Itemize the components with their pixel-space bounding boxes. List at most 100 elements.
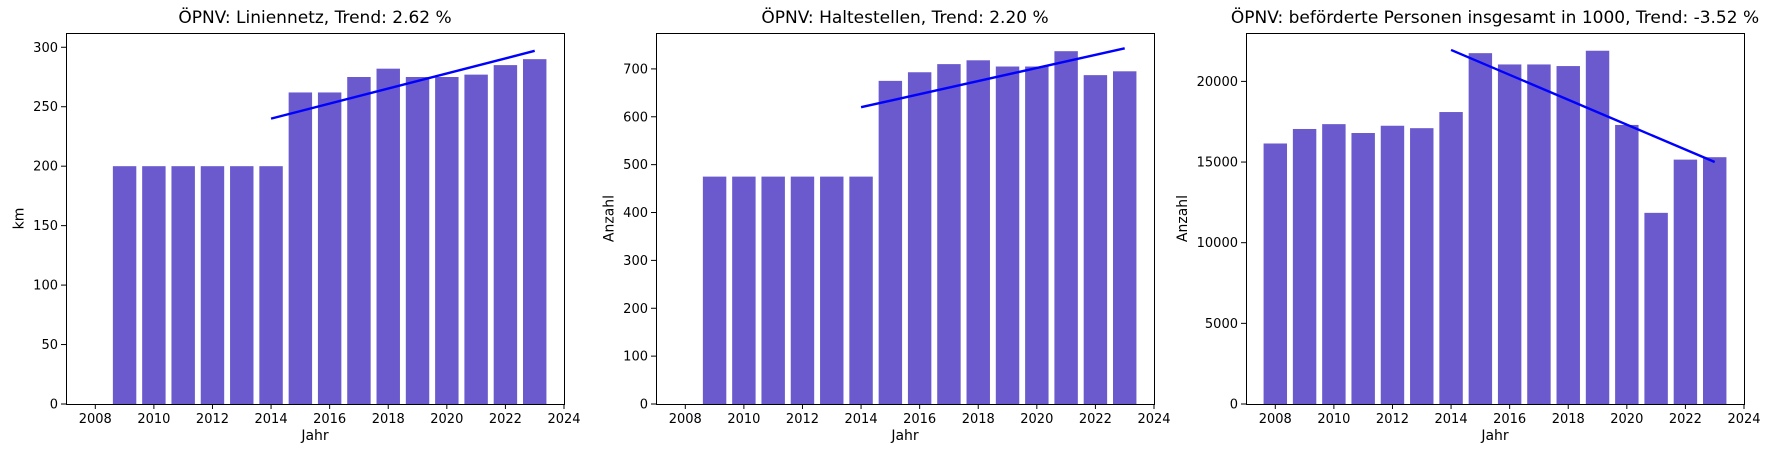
x-tick-label: 2018 — [372, 412, 405, 427]
bar-2023 — [1112, 71, 1137, 405]
x-tick-label: 2024 — [1137, 412, 1170, 427]
bar-2019 — [1585, 50, 1610, 405]
y-tick-label: 100 — [623, 350, 648, 365]
x-tick-label: 2010 — [727, 412, 760, 427]
bar-2011 — [171, 166, 195, 404]
bar-2009 — [1292, 128, 1317, 405]
y-tick-label: 0 — [1230, 398, 1238, 413]
bar-2021 — [464, 74, 488, 405]
bar-2011 — [761, 176, 785, 404]
plot-frame — [66, 33, 565, 405]
x-tick-label: 2008 — [1259, 412, 1292, 427]
bar-2016 — [907, 72, 932, 404]
bar-2022 — [1083, 75, 1108, 404]
bar-2020 — [1615, 124, 1639, 404]
bar-2017 — [347, 77, 371, 404]
x-tick-label: 2016 — [1493, 412, 1526, 427]
bar-2021 — [1054, 51, 1078, 404]
bar-2020 — [435, 77, 459, 404]
y-tick-label: 10000 — [1197, 236, 1238, 251]
bar-2018 — [1556, 66, 1580, 404]
bars — [702, 51, 1137, 405]
bar-2018 — [966, 60, 990, 404]
x-tick-label: 2012 — [1376, 412, 1409, 427]
y-tick-label: 200 — [33, 160, 58, 175]
x-tick-label: 2022 — [1079, 412, 1112, 427]
bar-2014 — [1439, 112, 1463, 404]
bar-2013 — [1410, 128, 1434, 405]
chart-title: ÖPNV: Haltestellen, Trend: 2.20 % — [761, 6, 1048, 28]
y-axis-label: km — [11, 208, 27, 230]
y-tick-label: 15000 — [1197, 156, 1238, 171]
y-tick-label: 300 — [33, 41, 58, 56]
x-tick-label: 2022 — [489, 412, 522, 427]
bar-2023 — [522, 59, 547, 404]
chart-panel-1: 2008 2010 2012 2014 2016 2018 2020 2022 2024 0 50 1… — [11, 6, 580, 444]
bar-2009 — [702, 176, 727, 404]
bar-2016 — [317, 92, 342, 405]
y-tick-label: 0 — [50, 398, 58, 413]
bar-2014 — [259, 166, 283, 404]
bar-2015 — [1468, 53, 1493, 404]
x-tick-label: 2020 — [1610, 412, 1643, 427]
bar-2015 — [288, 92, 313, 405]
bars — [1263, 50, 1727, 405]
x-tick-label: 2020 — [1020, 412, 1053, 427]
y-axis-label: Anzahl — [1175, 195, 1191, 242]
y-tick-label: 250 — [33, 100, 58, 115]
x-axis-label: Jahr — [300, 428, 329, 444]
bar-2023 — [1702, 157, 1727, 404]
bar-2017 — [937, 64, 961, 405]
x-tick-label: 2010 — [1317, 412, 1350, 427]
bar-2012 — [1380, 125, 1405, 404]
bar-2016 — [1497, 64, 1522, 404]
x-tick-label: 2020 — [430, 412, 463, 427]
bar-2013 — [820, 176, 844, 404]
bar-2010 — [1322, 124, 1346, 404]
chart-panel-3: 2008 2010 2012 2014 2016 2018 2020 2022 2024 0 500… — [1175, 6, 1761, 444]
x-tick-label: 2014 — [1435, 412, 1468, 427]
bar-2012 — [200, 166, 225, 404]
y-tick-label: 200 — [623, 302, 648, 317]
y-tick-label: 20000 — [1197, 75, 1238, 90]
chart-panel-2: 2008 2010 2012 2014 2016 2018 2020 2022 2024 0 100… — [601, 6, 1170, 444]
x-tick-label: 2008 — [79, 412, 112, 427]
x-tick-label: 2018 — [1552, 412, 1585, 427]
bar-2014 — [849, 176, 873, 404]
trend-line — [1450, 48, 1716, 164]
x-tick-label: 2010 — [137, 412, 170, 427]
x-tick-label: 2012 — [786, 412, 819, 427]
x-tick-label: 2008 — [669, 412, 702, 427]
bar-2012 — [790, 176, 815, 404]
x-tick-label: 2018 — [962, 412, 995, 427]
bar-2021 — [1644, 212, 1668, 404]
bar-2019 — [995, 66, 1020, 404]
x-tick-label: 2022 — [1669, 412, 1702, 427]
y-tick-label: 300 — [623, 254, 648, 269]
y-tick-label: 600 — [623, 110, 648, 125]
bar-2018 — [376, 68, 400, 405]
bar-2013 — [230, 166, 254, 404]
bar-2011 — [1351, 133, 1375, 404]
bar-2015 — [878, 80, 903, 405]
y-tick-label: 700 — [623, 62, 648, 77]
y-tick-label: 50 — [41, 338, 58, 353]
chart-title: ÖPNV: Liniennetz, Trend: 2.62 % — [178, 6, 451, 28]
y-tick-label: 400 — [623, 206, 648, 221]
trend-line — [270, 49, 536, 120]
bar-2022 — [1673, 159, 1698, 404]
bar-2010 — [142, 166, 166, 404]
y-tick-label: 100 — [33, 279, 58, 294]
bar-2009 — [112, 166, 137, 404]
x-tick-label: 2014 — [255, 412, 288, 427]
y-tick-label: 0 — [640, 398, 648, 413]
bar-2008 — [1263, 143, 1288, 405]
y-tick-label: 5000 — [1205, 317, 1238, 332]
bars — [112, 59, 547, 405]
plot-frame — [1246, 33, 1745, 405]
bar-2020 — [1025, 66, 1049, 404]
x-tick-label: 2024 — [547, 412, 580, 427]
x-axis-label: Jahr — [1480, 428, 1509, 444]
